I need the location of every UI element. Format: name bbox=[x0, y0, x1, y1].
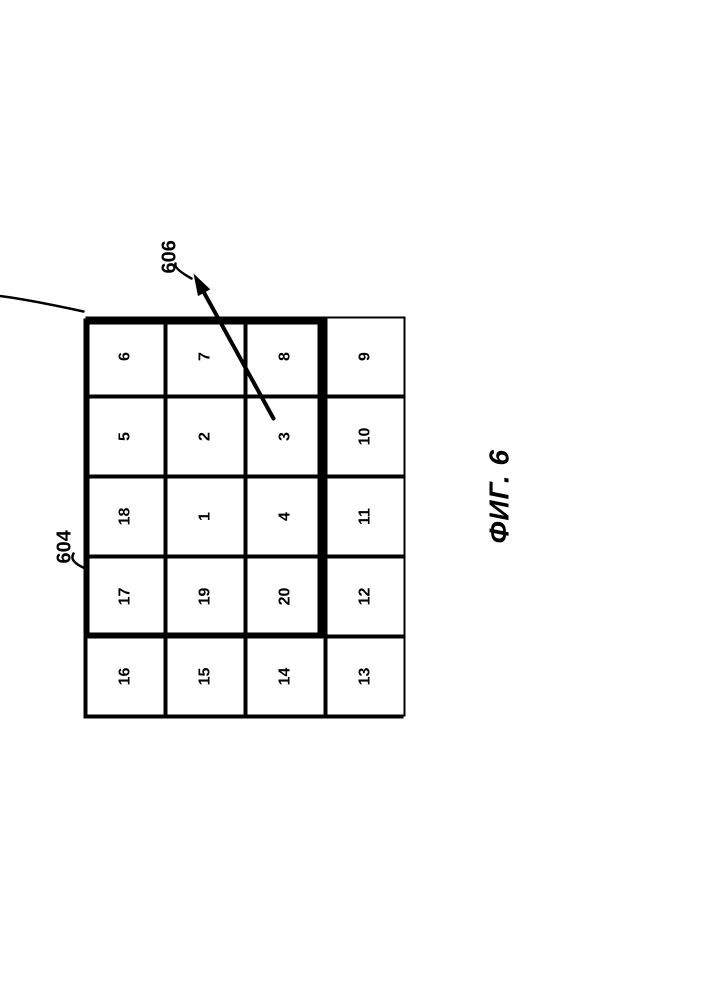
grid-cell: 9 bbox=[326, 317, 406, 397]
grid-cell: 2 bbox=[166, 397, 246, 477]
label-606: 606 bbox=[159, 240, 182, 273]
grid-cell: 8 bbox=[246, 317, 326, 397]
label-604: 604 bbox=[54, 530, 77, 563]
grid-cell: 20 bbox=[246, 557, 326, 637]
grid-cell: 15 bbox=[166, 637, 246, 717]
grid-cell: 7 bbox=[166, 317, 246, 397]
grid-cell: 18 bbox=[86, 477, 166, 557]
grid-cell: 11 bbox=[326, 477, 406, 557]
grid-cell: 6 bbox=[86, 317, 166, 397]
grid-cell: 4 bbox=[246, 477, 326, 557]
rotated-figure-group: 1617185615191271420438131211109 602 604 … bbox=[0, 147, 707, 854]
grid-cell: 16 bbox=[86, 637, 166, 717]
grid-5x4: 1617185615191271420438131211109 bbox=[84, 319, 404, 719]
grid-cell: 12 bbox=[326, 557, 406, 637]
grid-cell: 17 bbox=[86, 557, 166, 637]
grid-cell: 1 bbox=[166, 477, 246, 557]
figure-stage: { "figure": { "caption": "ФИГ. 6", "capt… bbox=[0, 0, 707, 1000]
grid-cell: 10 bbox=[326, 397, 406, 477]
grid-cell: 3 bbox=[246, 397, 326, 477]
grid-cell: 5 bbox=[86, 397, 166, 477]
grid-cell: 14 bbox=[246, 637, 326, 717]
grid-cell: 13 bbox=[326, 637, 406, 717]
grid-cell: 19 bbox=[166, 557, 246, 637]
figure-caption: ФИГ. 6 bbox=[484, 449, 516, 544]
